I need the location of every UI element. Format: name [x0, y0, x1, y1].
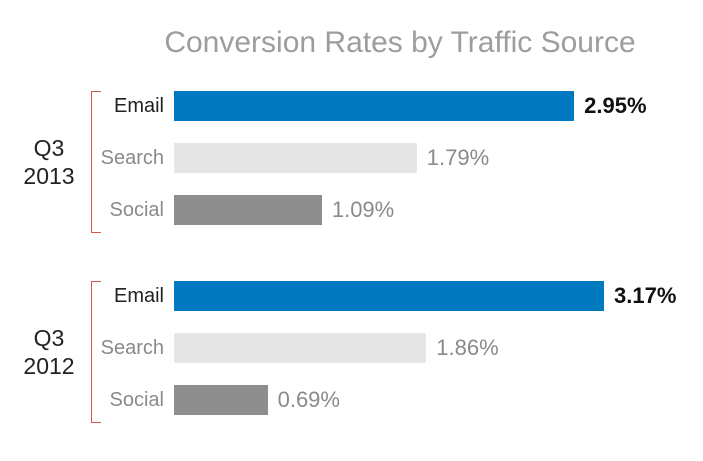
group-label-line: 2012	[23, 353, 75, 379]
group-label-line: 2013	[23, 163, 75, 189]
value-label: 0.69%	[277, 387, 340, 412]
bar-social	[174, 385, 268, 415]
category-label: Social	[109, 199, 164, 221]
group-label: Q3 2012	[14, 324, 84, 380]
category-label: Search	[100, 337, 164, 359]
value-label: 1.79%	[426, 145, 490, 170]
bar-search	[174, 333, 427, 363]
bar-social	[174, 195, 322, 225]
group-label: Q3 2013	[14, 134, 84, 190]
group-label-line: Q3	[33, 135, 65, 161]
bar-email	[174, 281, 604, 311]
group-label-line: Q3	[33, 325, 65, 351]
chart-title: Conversion Rates by Traffic Source	[164, 26, 636, 59]
category-label: Search	[100, 147, 164, 169]
group-bracket	[91, 91, 101, 233]
bar-search	[174, 143, 417, 173]
value-label: 2.95%	[584, 93, 647, 118]
value-label: 3.17%	[614, 283, 677, 308]
category-label: Email	[113, 285, 164, 307]
category-label: Email	[113, 95, 164, 117]
bar-email	[174, 91, 575, 121]
value-label: 1.09%	[331, 197, 395, 222]
group-bracket	[91, 281, 101, 423]
category-label: Social	[109, 389, 164, 411]
value-label: 1.86%	[436, 335, 499, 360]
